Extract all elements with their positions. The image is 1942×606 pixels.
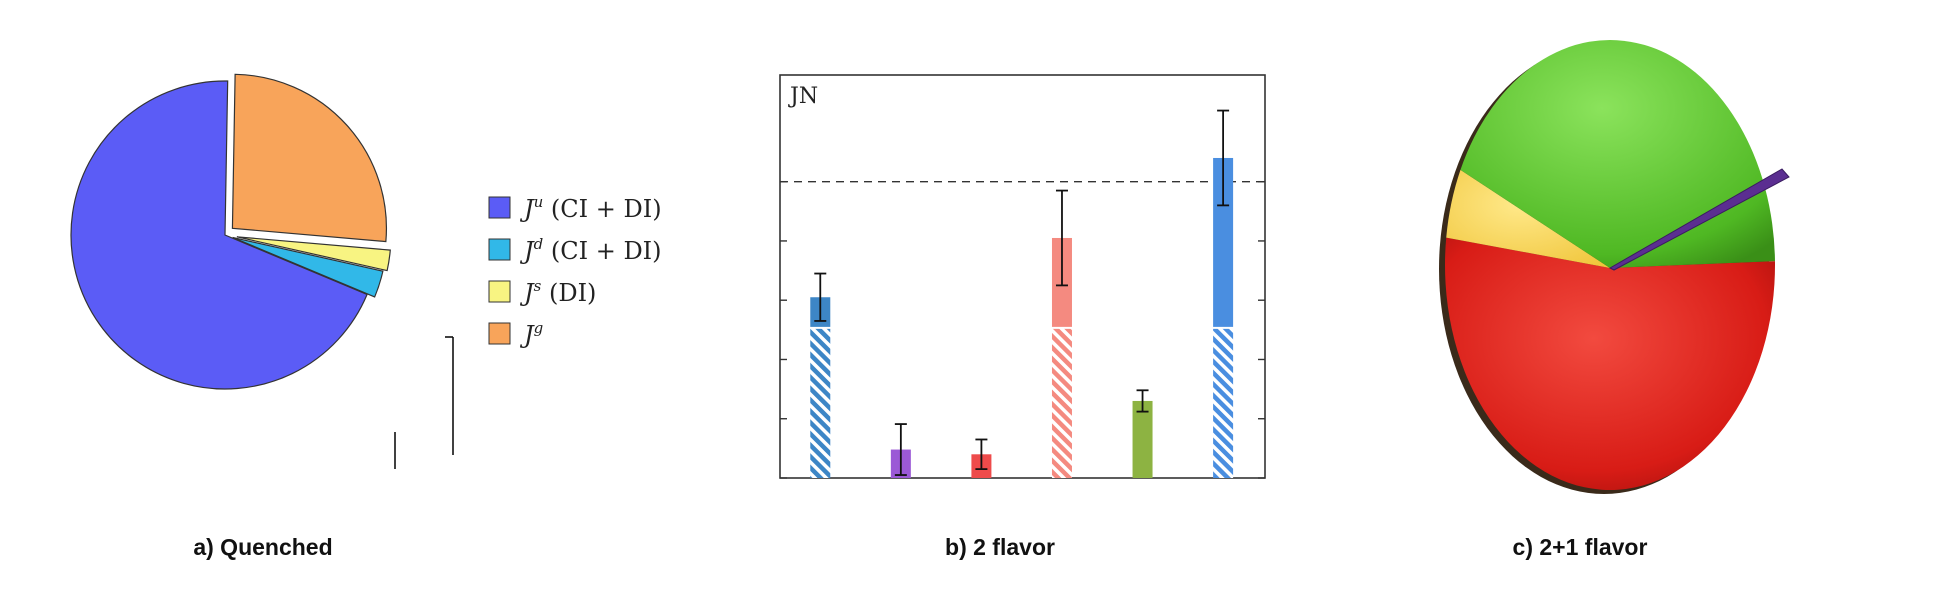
- legend-a-entry-3: Jg: [519, 319, 543, 349]
- pie-c-slice-s: [1446, 169, 1610, 268]
- legend-a-swatch-0: [488, 196, 511, 219]
- legend-a-entry-2: Js (DI): [519, 277, 596, 307]
- panel-b-2-flavor: JN b) 2 flavor: [779, 74, 1266, 560]
- bar-Total-hatched: [1213, 328, 1234, 478]
- plot-frame: [779, 74, 1266, 479]
- legend-a: Ju (CI + DI) Jd (CI + DI) Js (DI) Jg: [488, 193, 662, 349]
- pie-a-slice-Js: [236, 236, 391, 272]
- y-axis-label: JN: [788, 84, 818, 109]
- bar-u+d+s-hatched: [1051, 328, 1072, 478]
- bar-g: [1132, 400, 1153, 478]
- panel-c-2plus1-flavor: c) 2+1 flavor: [1439, 39, 1790, 560]
- bar-Total-solid: [1213, 157, 1234, 327]
- legend-a-swatch-1: [488, 238, 511, 261]
- pie-c-slice-u: [1445, 237, 1775, 490]
- legend-a-swatch-3: [488, 322, 511, 345]
- legend-a-entry-0: Ju (CI + DI): [519, 193, 662, 223]
- pie-a: [70, 73, 454, 469]
- bars-b: [780, 109, 1265, 479]
- pie-c: [1439, 39, 1790, 494]
- pie-c-slice-glue: [1460, 39, 1775, 268]
- legend-a-entry-1: Jd (CI + DI): [519, 235, 662, 265]
- caption-a: a) Quenched: [193, 534, 332, 560]
- pie-a-slice-Jg: [231, 73, 387, 243]
- pie-a-slice-Jd: [232, 236, 384, 298]
- caption-c: c) 2+1 flavor: [1513, 534, 1648, 560]
- legend-a-swatch-2: [488, 280, 511, 303]
- panel-a-quenched: Ju (CI + DI) Jd (CI + DI) Js (DI) Jg a) Que…: [70, 73, 662, 560]
- caption-b: b) 2 flavor: [945, 534, 1055, 560]
- pie-a-slice-Ju: [70, 80, 368, 390]
- bar-u-hatched: [810, 328, 831, 478]
- pie-c-slice-d: [1608, 168, 1790, 271]
